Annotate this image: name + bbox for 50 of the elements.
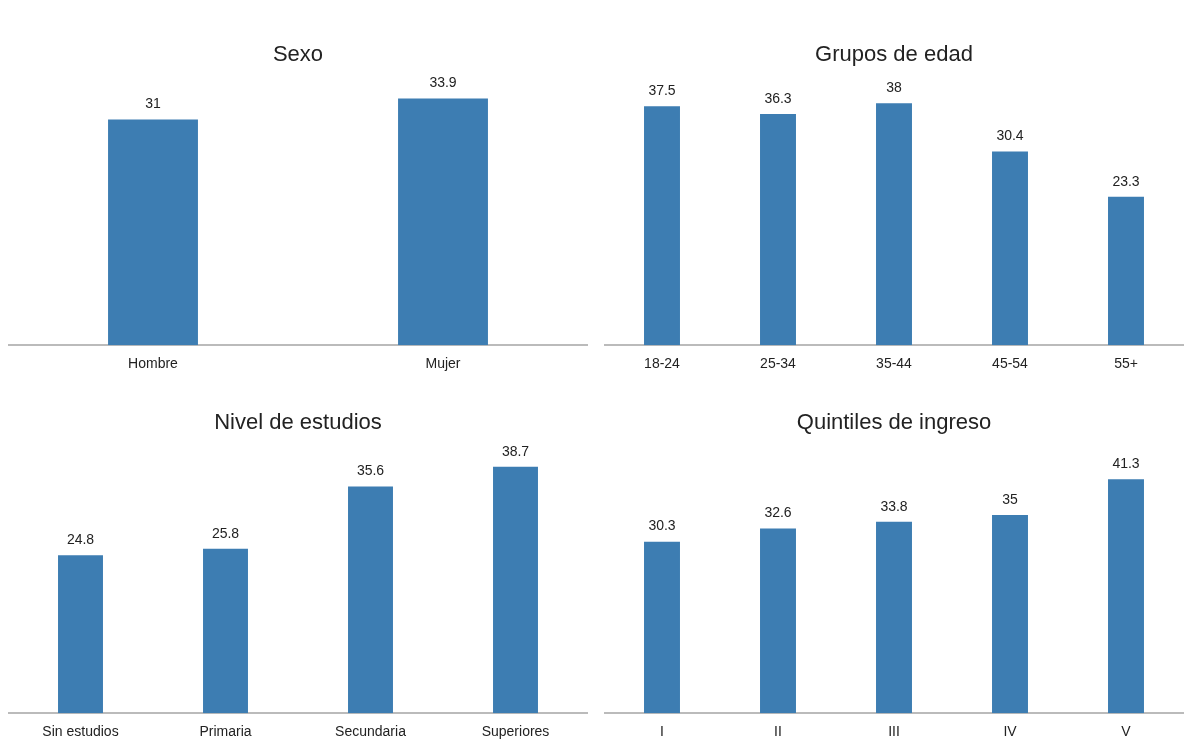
chart-title: Sexo: [272, 41, 324, 67]
x-tick-label: 45-54: [992, 355, 1029, 372]
data-label: 30.3: [648, 517, 676, 534]
bar: [992, 151, 1028, 346]
x-tick-label: 35-44: [876, 355, 913, 372]
data-label: 35: [1002, 490, 1018, 507]
x-tick-label: Sin estudios: [42, 723, 119, 740]
bar: [1108, 196, 1144, 346]
bar: [644, 541, 680, 714]
data-label: 38.7: [501, 442, 530, 459]
chart-title: Quintiles de ingreso: [796, 409, 992, 435]
data-label: 41.3: [1112, 455, 1140, 472]
bar: [644, 106, 680, 346]
bar: [1108, 479, 1144, 714]
chart-title: Grupos de edad: [815, 41, 973, 67]
bar: [203, 548, 248, 714]
x-tick-label: I: [660, 723, 664, 740]
bar: [348, 486, 393, 714]
data-label: 33.8: [880, 497, 908, 514]
data-label: 30.4: [996, 127, 1024, 144]
bar: [58, 555, 103, 714]
data-label: 37.5: [648, 82, 676, 99]
x-tick-label: Primaria: [199, 723, 252, 740]
data-label: 33.9: [429, 74, 457, 91]
bar: [876, 521, 912, 714]
bar: [760, 113, 796, 346]
x-tick-label: 25-34: [760, 355, 797, 372]
x-tick-label: Secundaria: [335, 723, 407, 740]
data-label: 23.3: [1112, 172, 1140, 189]
x-tick-label: 55+: [1114, 355, 1138, 372]
x-tick-label: II: [774, 723, 782, 740]
data-label: 35.6: [356, 462, 385, 479]
data-label: 31: [145, 95, 161, 112]
bar: [992, 515, 1028, 714]
x-tick-label: III: [888, 723, 900, 740]
data-label: 32.6: [764, 504, 792, 521]
data-label: 36.3: [764, 89, 792, 106]
x-tick-label: V: [1121, 723, 1132, 740]
x-tick-label: Hombre: [128, 355, 179, 372]
bar: [493, 466, 538, 714]
chart-title: Nivel de estudios: [214, 409, 382, 435]
x-tick-label: Mujer: [425, 355, 461, 372]
x-tick-label: Superiores: [481, 723, 550, 740]
x-tick-label: IV: [1003, 723, 1018, 740]
x-tick-label: 18-24: [644, 355, 681, 372]
bar: [876, 103, 912, 346]
data-label: 24.8: [66, 531, 95, 548]
bar: [760, 528, 796, 714]
data-label: 38: [886, 79, 902, 95]
data-label: 25.8: [211, 524, 240, 541]
